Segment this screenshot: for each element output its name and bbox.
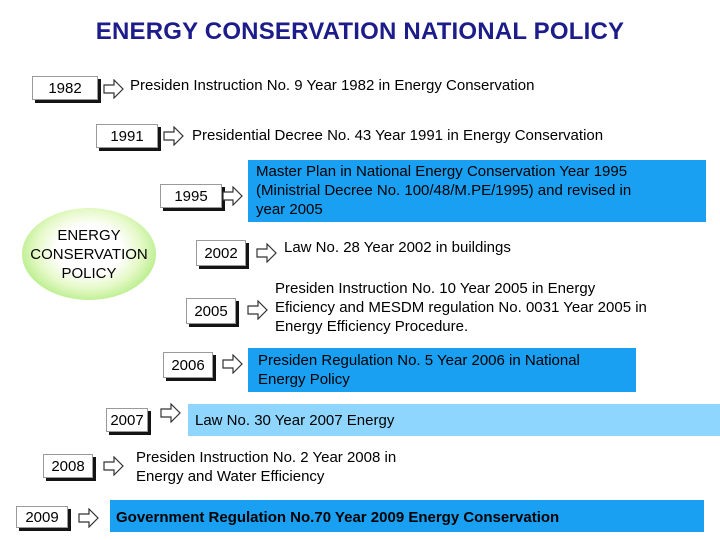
desc-2002: Law No. 28 Year 2002 in buildings [284,238,704,258]
desc-1995: Master Plan in National Energy Conservat… [248,160,706,222]
desc-2005-line-1: Presiden Instruction No. 10 Year 2005 in… [275,280,596,297]
desc-1982: Presiden Instruction No. 9 Year 1982 in … [130,76,610,96]
desc-2009-line-1: Government Regulation No.70 Year 2009 En… [116,509,560,526]
year-box-2009: 2009 [16,506,68,528]
year-box-1995: 1995 [160,184,222,208]
desc-2008-line-2: Energy and Water Efficiency [136,468,325,485]
desc-2006-line-1: Presiden Regulation No. 5 Year 2006 in N… [258,352,580,369]
arrow-1991-icon [163,126,185,146]
desc-2006: Presiden Regulation No. 5 Year 2006 in N… [248,348,636,392]
desc-2008: Presiden Instruction No. 2 Year 2008 in … [136,448,556,488]
energy-conservation-policy-oval: ENERGY CONSERVATION POLICY [22,208,156,300]
arrow-2008-icon [103,456,125,476]
desc-2009: Government Regulation No.70 Year 2009 En… [110,500,704,532]
desc-1991: Presidential Decree No. 43 Year 1991 in … [192,126,672,146]
year-box-2006: 2006 [163,352,213,378]
year-box-1982: 1982 [32,76,98,100]
year-box-2008: 2008 [43,454,93,478]
desc-2005-line-3: Energy Efficiency Procedure. [275,318,469,335]
desc-2005-line-2: Eficiency and MESDM regulation No. 0031 … [275,299,647,316]
oval-line-1: ENERGY [57,226,121,244]
desc-1982-line-1: Presiden Instruction No. 9 Year 1982 in … [130,77,535,94]
desc-1995-line-2: (Ministrial Decree No. 100/48/M.PE/1995)… [256,182,632,199]
desc-2005: Presiden Instruction No. 10 Year 2005 in… [275,279,705,339]
arrow-2002-icon [256,243,278,263]
year-box-2005: 2005 [186,298,236,324]
desc-2007: Law No. 30 Year 2007 Energy [188,404,720,436]
arrow-2007-icon [160,403,182,423]
year-box-2007: 2007 [106,408,148,432]
page-title: ENERGY CONSERVATION NATIONAL POLICY [95,18,625,45]
arrow-2005-icon [247,300,269,320]
arrow-1982-icon [103,79,125,99]
desc-2007-line-1: Law No. 30 Year 2007 Energy [195,412,395,429]
year-box-1991: 1991 [96,124,158,148]
desc-1991-line-1: Presidential Decree No. 43 Year 1991 in … [192,127,604,144]
arrow-1995-icon [222,186,244,206]
desc-2002-line-1: Law No. 28 Year 2002 in buildings [284,239,511,256]
arrow-2006-icon [222,354,244,374]
desc-2008-line-1: Presiden Instruction No. 2 Year 2008 in [136,449,397,466]
desc-1995-line-1: Master Plan in National Energy Conservat… [256,163,628,180]
year-box-2002: 2002 [196,240,246,266]
desc-1995-line-3: year 2005 [256,201,323,218]
oval-line-3: POLICY [61,264,117,282]
oval-line-2: CONSERVATION [30,245,148,263]
arrow-2009-icon [78,508,100,528]
desc-2006-line-2: Energy Policy [258,371,350,388]
